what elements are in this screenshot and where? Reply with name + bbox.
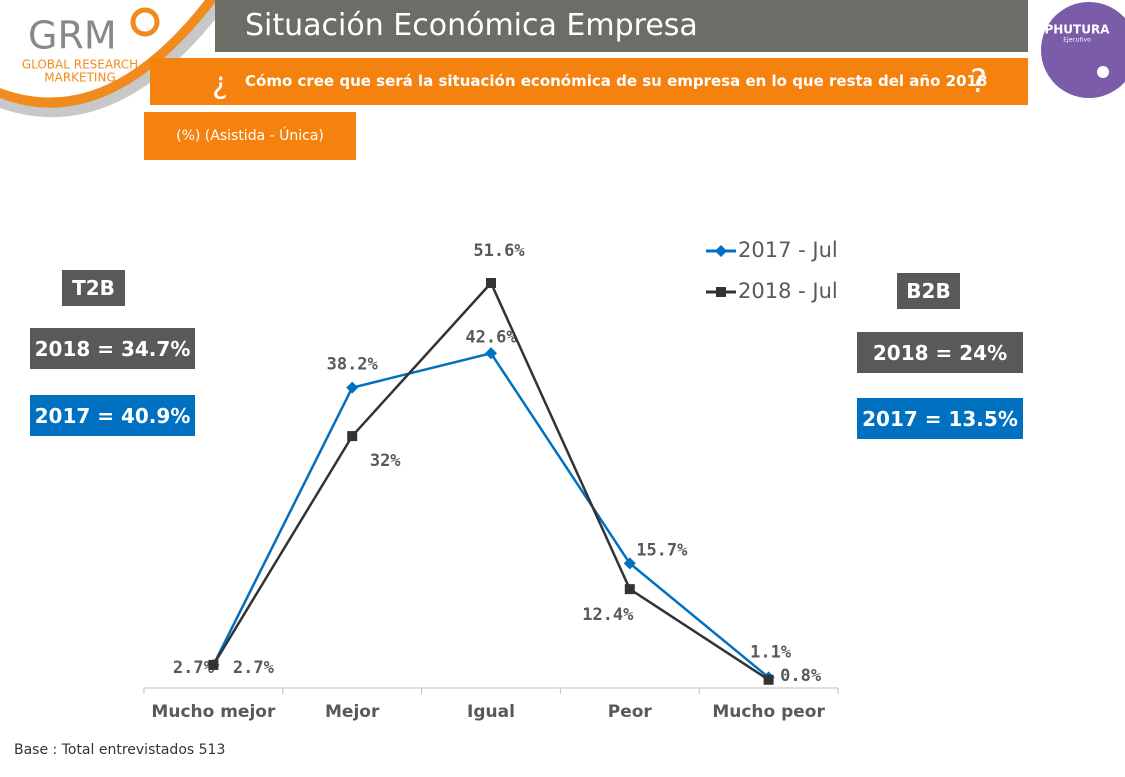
x-tick-label: Mucho mejor xyxy=(151,702,276,722)
data-label: 15.7% xyxy=(636,540,688,560)
data-label: 42.6% xyxy=(465,327,517,347)
legend-label: 2017 - Jul xyxy=(738,238,838,262)
logo-line: GLOBAL RESEARCH xyxy=(22,58,138,72)
marker xyxy=(486,278,496,288)
x-tick-label: Mucho peor xyxy=(712,702,825,722)
t2b-item: 2017 = 40.9% xyxy=(30,395,195,436)
x-tick-label: Peor xyxy=(608,702,653,722)
marker xyxy=(623,557,636,570)
logo-sub: Ejecutivo xyxy=(1063,37,1091,44)
t2b-title: T2B xyxy=(62,270,125,306)
note: (%) (Asistida - Única) xyxy=(144,112,356,160)
series-line xyxy=(212,351,770,679)
footer: Base : Total entrevistados 513 xyxy=(14,742,226,758)
logo-line: MARKETING xyxy=(44,71,116,85)
data-label: 38.2% xyxy=(327,355,379,375)
marker xyxy=(485,347,497,360)
legend-label: 2018 - Jul xyxy=(738,279,838,303)
marker xyxy=(624,584,635,595)
logo-left-bg: GRM GLOBAL RESEARCH MARKETING xyxy=(0,0,230,118)
data-label: 51.6% xyxy=(473,241,525,261)
marker xyxy=(208,659,219,670)
question: Cómo cree que será la situación económic… xyxy=(245,72,988,90)
data-label: 2.7% xyxy=(173,658,215,678)
data-label: 12.4% xyxy=(582,605,634,625)
data-label: 0.8% xyxy=(780,666,822,686)
data-label: 32% xyxy=(370,451,401,471)
logo-name: PHUTURA xyxy=(1044,23,1110,37)
b2b-title: B2B xyxy=(897,273,960,309)
logo-name: GRM xyxy=(28,14,117,58)
question-bar: ¿ Cómo cree que será la situación económ… xyxy=(150,58,1028,105)
marker xyxy=(346,381,359,394)
legend-marker xyxy=(715,245,727,257)
question-open: ¿ xyxy=(212,66,228,101)
question-close: ? xyxy=(970,62,987,100)
b2b-item: 2017 = 13.5% xyxy=(857,398,1023,439)
x-tick-label: Mejor xyxy=(325,702,380,722)
title-bar: Situación Económica Empresa xyxy=(215,0,1028,52)
data-label: 2.7% xyxy=(233,658,275,678)
t2b-item: 2018 = 34.7% xyxy=(30,328,195,369)
marker xyxy=(347,431,358,442)
b2b-item: 2018 = 24% xyxy=(857,332,1023,373)
title: Situación Económica Empresa xyxy=(245,8,698,43)
data-label: 1.1% xyxy=(750,642,792,662)
legend-marker xyxy=(716,287,726,297)
marker xyxy=(763,674,774,685)
x-tick-label: Igual xyxy=(467,702,515,722)
logo-right: PHUTURA Ejecutivo xyxy=(1041,2,1125,98)
